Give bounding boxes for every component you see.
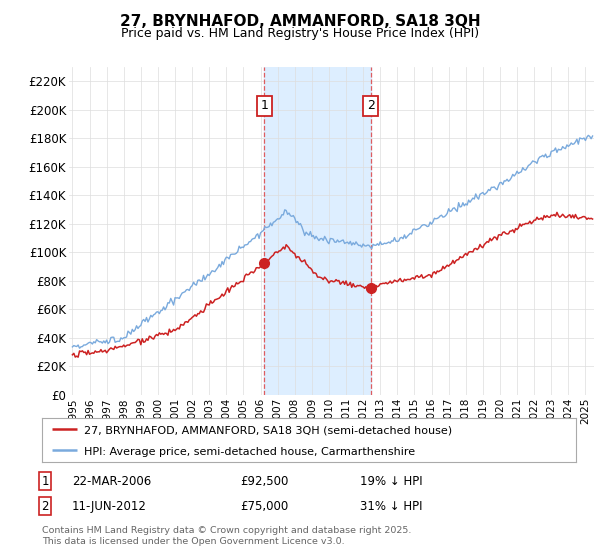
Text: 2: 2 bbox=[41, 500, 49, 512]
Text: 11-JUN-2012: 11-JUN-2012 bbox=[72, 500, 147, 512]
Text: HPI: Average price, semi-detached house, Carmarthenshire: HPI: Average price, semi-detached house,… bbox=[83, 446, 415, 456]
Bar bbox=[264, 67, 371, 395]
Text: 19% ↓ HPI: 19% ↓ HPI bbox=[360, 475, 422, 488]
Text: Contains HM Land Registry data © Crown copyright and database right 2025.
This d: Contains HM Land Registry data © Crown c… bbox=[42, 526, 412, 546]
Text: 31% ↓ HPI: 31% ↓ HPI bbox=[360, 500, 422, 512]
Text: 1: 1 bbox=[41, 475, 49, 488]
Text: £92,500: £92,500 bbox=[240, 475, 289, 488]
Text: 1: 1 bbox=[260, 99, 268, 112]
Text: 27, BRYNHAFOD, AMMANFORD, SA18 3QH (semi-detached house): 27, BRYNHAFOD, AMMANFORD, SA18 3QH (semi… bbox=[83, 426, 452, 436]
Text: 2: 2 bbox=[367, 99, 374, 112]
Text: 22-MAR-2006: 22-MAR-2006 bbox=[72, 475, 151, 488]
Text: £75,000: £75,000 bbox=[240, 500, 288, 512]
Text: Price paid vs. HM Land Registry's House Price Index (HPI): Price paid vs. HM Land Registry's House … bbox=[121, 27, 479, 40]
Text: 27, BRYNHAFOD, AMMANFORD, SA18 3QH: 27, BRYNHAFOD, AMMANFORD, SA18 3QH bbox=[119, 14, 481, 29]
